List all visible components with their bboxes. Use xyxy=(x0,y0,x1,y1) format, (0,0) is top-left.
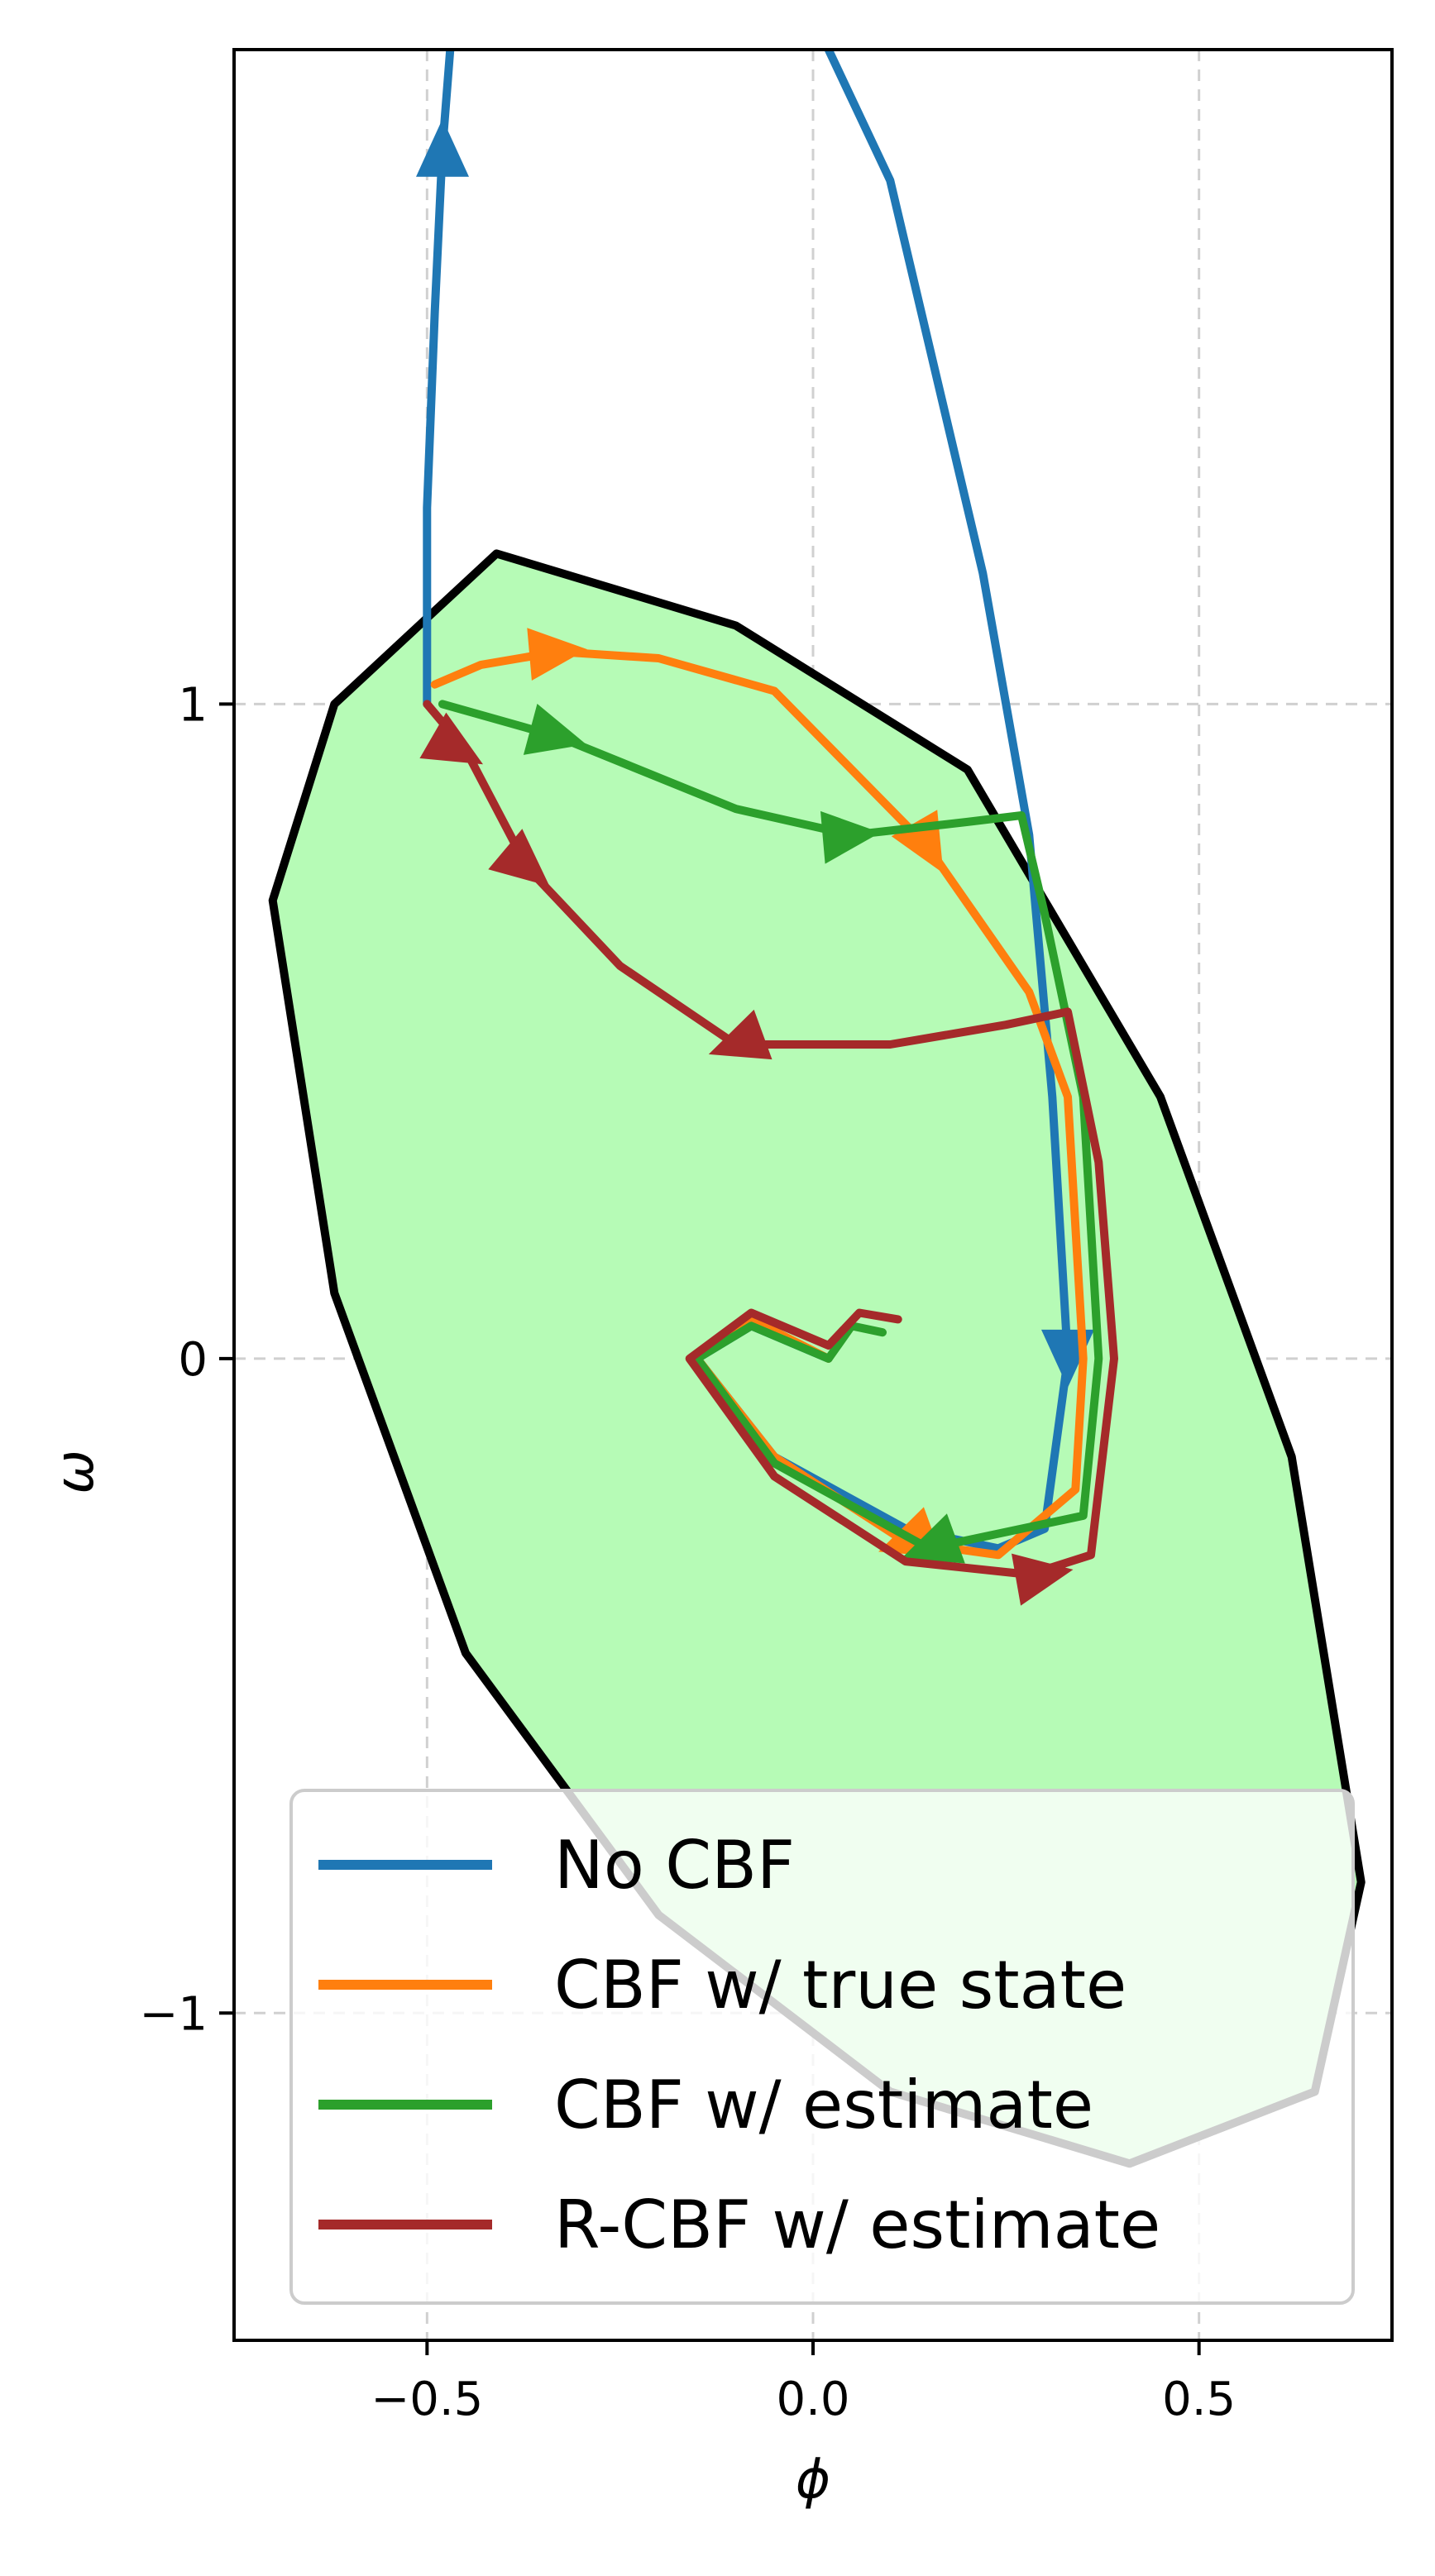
safe-set-region xyxy=(268,549,1366,2168)
trajectory-arrow-marker xyxy=(419,712,483,765)
y-tick-label: −1 xyxy=(139,1987,208,2041)
legend-label: CBF w/ true state xyxy=(554,1947,1126,2024)
legend: No CBF CBF w/ true state CBF w/ estimate R-… xyxy=(289,1789,1355,2305)
trajectory-arrow-marker xyxy=(902,1513,965,1564)
y-tick-label: 0 xyxy=(178,1333,208,1387)
legend-box xyxy=(289,1789,1355,2305)
legend-label: No CBF xyxy=(554,1827,795,1904)
legend-label: CBF w/ estimate xyxy=(554,2067,1093,2143)
trajectory-arrow-marker xyxy=(708,1009,773,1060)
legend-label: R-CBF w/ estimate xyxy=(554,2186,1160,2263)
x-tick-label: 0.0 xyxy=(776,2373,849,2426)
trajectory-line xyxy=(423,700,1118,1579)
x-tick-label: −0.5 xyxy=(371,2373,483,2426)
trajectory-line-segment xyxy=(423,50,455,709)
trajectory-arrow-marker xyxy=(488,829,550,887)
y-tick-label: 1 xyxy=(178,678,208,732)
y-axis-label: ω xyxy=(45,1450,106,1494)
trajectory-arrow-marker xyxy=(820,810,881,864)
trajectory-arrow-marker xyxy=(523,704,586,755)
x-axis-label: ϕ xyxy=(796,2449,830,2511)
trajectory-line xyxy=(438,700,1103,1553)
trajectory-arrow-marker xyxy=(416,118,469,177)
trajectory-arrow-marker xyxy=(1012,1553,1074,1606)
trajectory-arrow-marker xyxy=(527,628,587,681)
x-tick-label: 0.5 xyxy=(1162,2373,1236,2426)
series-2 xyxy=(438,700,1103,1564)
series-3 xyxy=(419,700,1118,1606)
